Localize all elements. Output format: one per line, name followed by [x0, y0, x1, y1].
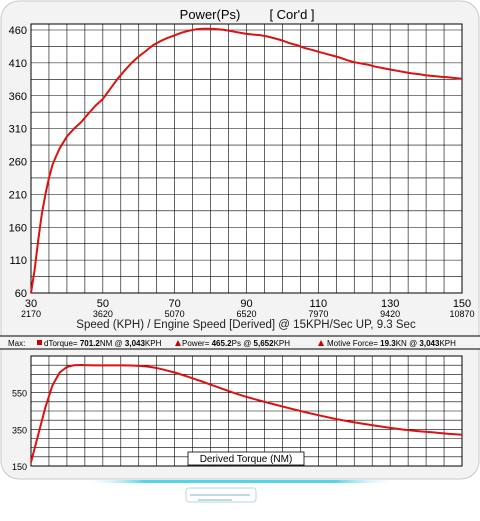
- top-y-tick-label: 410: [9, 58, 27, 70]
- top-x-tick-label: 110: [310, 298, 328, 310]
- top-y-tick-label: 310: [9, 124, 27, 136]
- top-series-group: [30, 27, 463, 294]
- dtorque-marker: [37, 340, 42, 345]
- top-x-tick-secondary-label: 2170: [21, 309, 41, 319]
- bottom-glow-bar: [80, 480, 400, 483]
- top-x-tick-label: 70: [169, 298, 181, 310]
- top-grid: [30, 24, 463, 294]
- torque-series-line: [30, 364, 463, 463]
- max-power: Power= 465.2Ps @ 5,652KPH: [182, 339, 290, 348]
- top-x-tick-label: 90: [240, 298, 252, 310]
- top-y-tick-label: 360: [9, 91, 27, 103]
- top-x-tick-label: 130: [381, 298, 399, 310]
- max-values-bar: Max: dTorque= 701.2NM @ 3,043KPH Power= …: [0, 335, 480, 350]
- bottom-chart-title: Derived Torque (NM): [200, 454, 293, 465]
- top-x-tick-secondary-label: 9420: [380, 309, 400, 319]
- top-chart-subtitle: [ Cor'd ]: [269, 7, 314, 22]
- top-y-tick-label: 260: [9, 157, 27, 169]
- top-x-axis-label: Speed (KPH) / Engine Speed [Derived] @ 1…: [76, 319, 416, 331]
- top-x-tick-secondary-label: 6520: [236, 309, 256, 319]
- bottom-chart-title-box: [187, 451, 305, 466]
- top-y-tick-label: 160: [9, 222, 27, 234]
- top-x-tick-secondary-label: 5070: [165, 309, 185, 319]
- bottom-y-axis: 550 350 150: [12, 389, 27, 472]
- power-series-line: [30, 27, 463, 294]
- top-y-tick-label: 110: [9, 255, 27, 267]
- top-y-tick-label: 210: [9, 189, 27, 201]
- bottom-series-group: [30, 364, 463, 463]
- top-x-tick-label: 50: [97, 298, 109, 310]
- top-y-tick-label: 60: [15, 288, 27, 300]
- watermark-logo: [185, 487, 257, 503]
- top-y-tick-label: 460: [9, 25, 27, 37]
- top-x-tick-secondary-label: 3620: [93, 309, 113, 319]
- top-x-tick-label: 30: [25, 298, 37, 310]
- power-marker: [175, 340, 181, 346]
- motive-force-marker: [318, 340, 324, 346]
- top-x-tick-secondary-label: 10870: [449, 309, 474, 319]
- max-motive-force: Motive Force= 19.3KN @ 3,043KPH: [327, 339, 456, 348]
- max-label: Max:: [8, 339, 25, 348]
- max-dtorque: dTorque= 701.2NM @ 3,043KPH: [44, 339, 162, 348]
- top-x-tick-label: 150: [453, 298, 471, 310]
- bottom-y-tick-label: 550: [12, 389, 27, 399]
- top-x-tick-secondary-label: 7970: [308, 309, 328, 319]
- bottom-y-tick-label: 150: [12, 462, 27, 472]
- top-y-axis: 460 410 360 310 260 210 160 110 60: [9, 25, 27, 300]
- top-chart-title: Power(Ps): [180, 7, 241, 22]
- bottom-grid: [30, 355, 463, 467]
- bottom-y-tick-label: 350: [12, 425, 27, 435]
